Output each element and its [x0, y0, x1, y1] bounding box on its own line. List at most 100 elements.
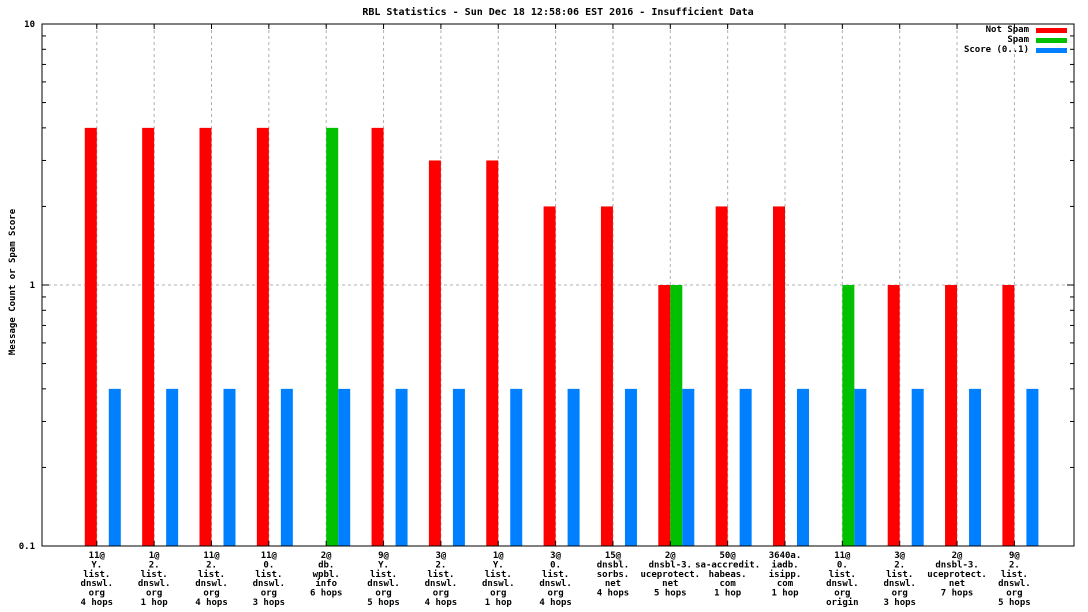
x-category-label: dnswl.: [998, 579, 1031, 589]
legend-label: Spam: [1007, 35, 1029, 45]
x-category-label: uceprotect.: [927, 570, 987, 580]
x-category-label: sorbs.: [597, 570, 630, 580]
x-category-label: list.: [427, 569, 454, 580]
x-category-label: dnswl.: [482, 579, 515, 589]
x-category-label: 0.: [550, 560, 561, 570]
x-category-label: dnswl.: [195, 579, 228, 589]
x-category-label: db.: [318, 560, 334, 570]
x-category-label: list.: [829, 569, 856, 580]
x-category-label: 5 hops: [654, 589, 687, 599]
spam-bar: [326, 127, 339, 547]
legend: Not Spam Spam Score (0..1): [963, 25, 1067, 55]
chart-title: RBL Statistics - Sun Dec 18 12:58:06 EST…: [362, 7, 754, 18]
x-category-label: 3@: [894, 551, 905, 561]
x-category-label: 50@: [720, 551, 737, 561]
y-tick-label: 1: [30, 281, 35, 291]
score-bar: [969, 388, 982, 546]
x-category-label: org: [146, 589, 162, 599]
x-category-label: Y.: [378, 560, 389, 570]
not-spam-bar: [256, 127, 269, 547]
x-category-label: org: [834, 589, 850, 599]
x-category-label: list.: [255, 569, 282, 580]
x-category-label: 2.: [894, 560, 905, 570]
x-category-label: 2.: [206, 560, 217, 570]
x-category-label: org: [375, 589, 391, 599]
x-category-label: dnswl.: [826, 579, 859, 589]
not-spam-bar: [658, 285, 671, 546]
x-category-label: 2@: [665, 551, 676, 561]
score-bar: [338, 388, 351, 546]
x-category-label: org: [547, 589, 563, 599]
legend-swatch: [1036, 27, 1067, 33]
x-category-label: org: [1006, 589, 1022, 599]
score-bar: [223, 388, 236, 546]
x-category-label: sa-accredit.: [695, 559, 760, 570]
x-category-label: 4 hops: [81, 598, 114, 608]
x-category-label: uceprotect.: [640, 570, 700, 580]
x-category-label: 4 hops: [597, 589, 630, 599]
not-spam-bar: [428, 160, 441, 546]
x-category-label: net: [949, 579, 965, 589]
x-category-label: 5 hops: [367, 598, 400, 608]
x-category-label: 1 hop: [771, 589, 799, 599]
x-category-label: 4 hops: [425, 598, 458, 608]
x-category-label: dnswl.: [883, 579, 916, 589]
x-category-label: 3 hops: [883, 598, 916, 608]
x-category-label: 1@: [493, 551, 504, 561]
x-category-label: 3 hops: [253, 598, 286, 608]
x-category-label: 7 hops: [941, 589, 974, 599]
x-category-label: 1 hop: [141, 598, 169, 608]
x-category-label: org: [261, 589, 277, 599]
x-category-label: 2@: [952, 551, 963, 561]
not-spam-bar: [773, 206, 785, 547]
legend-label: Score (0..1): [963, 45, 1029, 55]
x-category-label: 9@: [378, 551, 389, 561]
x-category-label: info: [315, 578, 337, 589]
legend-label: Not Spam: [985, 25, 1029, 35]
x-category-label: 11@: [834, 551, 851, 561]
score-bar: [395, 388, 408, 546]
x-category-label: 5 hops: [998, 598, 1031, 608]
x-category-label: habeas.: [709, 570, 747, 580]
x-category-label: 6 hops: [310, 589, 343, 599]
x-category-label: list.: [198, 569, 225, 580]
x-category-label: 1 hop: [485, 598, 513, 608]
x-category-label: org: [89, 589, 105, 599]
not-spam-bar: [142, 127, 155, 547]
score-bar: [567, 388, 580, 546]
y-axis-title: Message Count or Spam Score: [8, 208, 18, 356]
x-category-label: dnswl.: [367, 579, 400, 589]
x-category-label: dnsbl-3.: [935, 560, 978, 570]
x-category-label: dnswl.: [81, 579, 114, 589]
score-bar: [624, 388, 637, 546]
legend-item: Not Spam: [964, 25, 1067, 35]
not-spam-bar: [600, 206, 613, 547]
x-category-label: 11@: [203, 551, 220, 561]
score-bar: [911, 388, 924, 546]
x-category-label: net: [662, 579, 678, 589]
x-category-label: list.: [141, 569, 168, 580]
x-category-label: org: [490, 589, 506, 599]
x-category-label: 3@: [435, 551, 446, 561]
x-category-label: dnswl.: [539, 579, 572, 589]
x-category-label: list.: [83, 569, 110, 580]
legend-swatch: [1036, 37, 1067, 43]
score-bar: [854, 388, 867, 546]
legend-item: Score (0..1): [963, 45, 1067, 55]
score-bar: [1026, 388, 1039, 546]
y-tick-label: 0.1: [19, 542, 35, 552]
not-spam-bar: [945, 285, 958, 546]
x-category-label: dnswl.: [138, 579, 171, 589]
not-spam-bar: [543, 206, 556, 547]
x-category-label: list.: [1001, 569, 1028, 580]
x-category-label: 0.: [837, 560, 848, 570]
spam-bar: [842, 285, 855, 546]
x-category-label: 4 hops: [195, 598, 228, 608]
not-spam-bar: [715, 206, 728, 547]
x-category-label: org: [203, 589, 219, 599]
score-bar: [452, 388, 465, 546]
x-category-label: dnswl.: [253, 579, 286, 589]
x-category-label: dnswl.: [425, 579, 458, 589]
